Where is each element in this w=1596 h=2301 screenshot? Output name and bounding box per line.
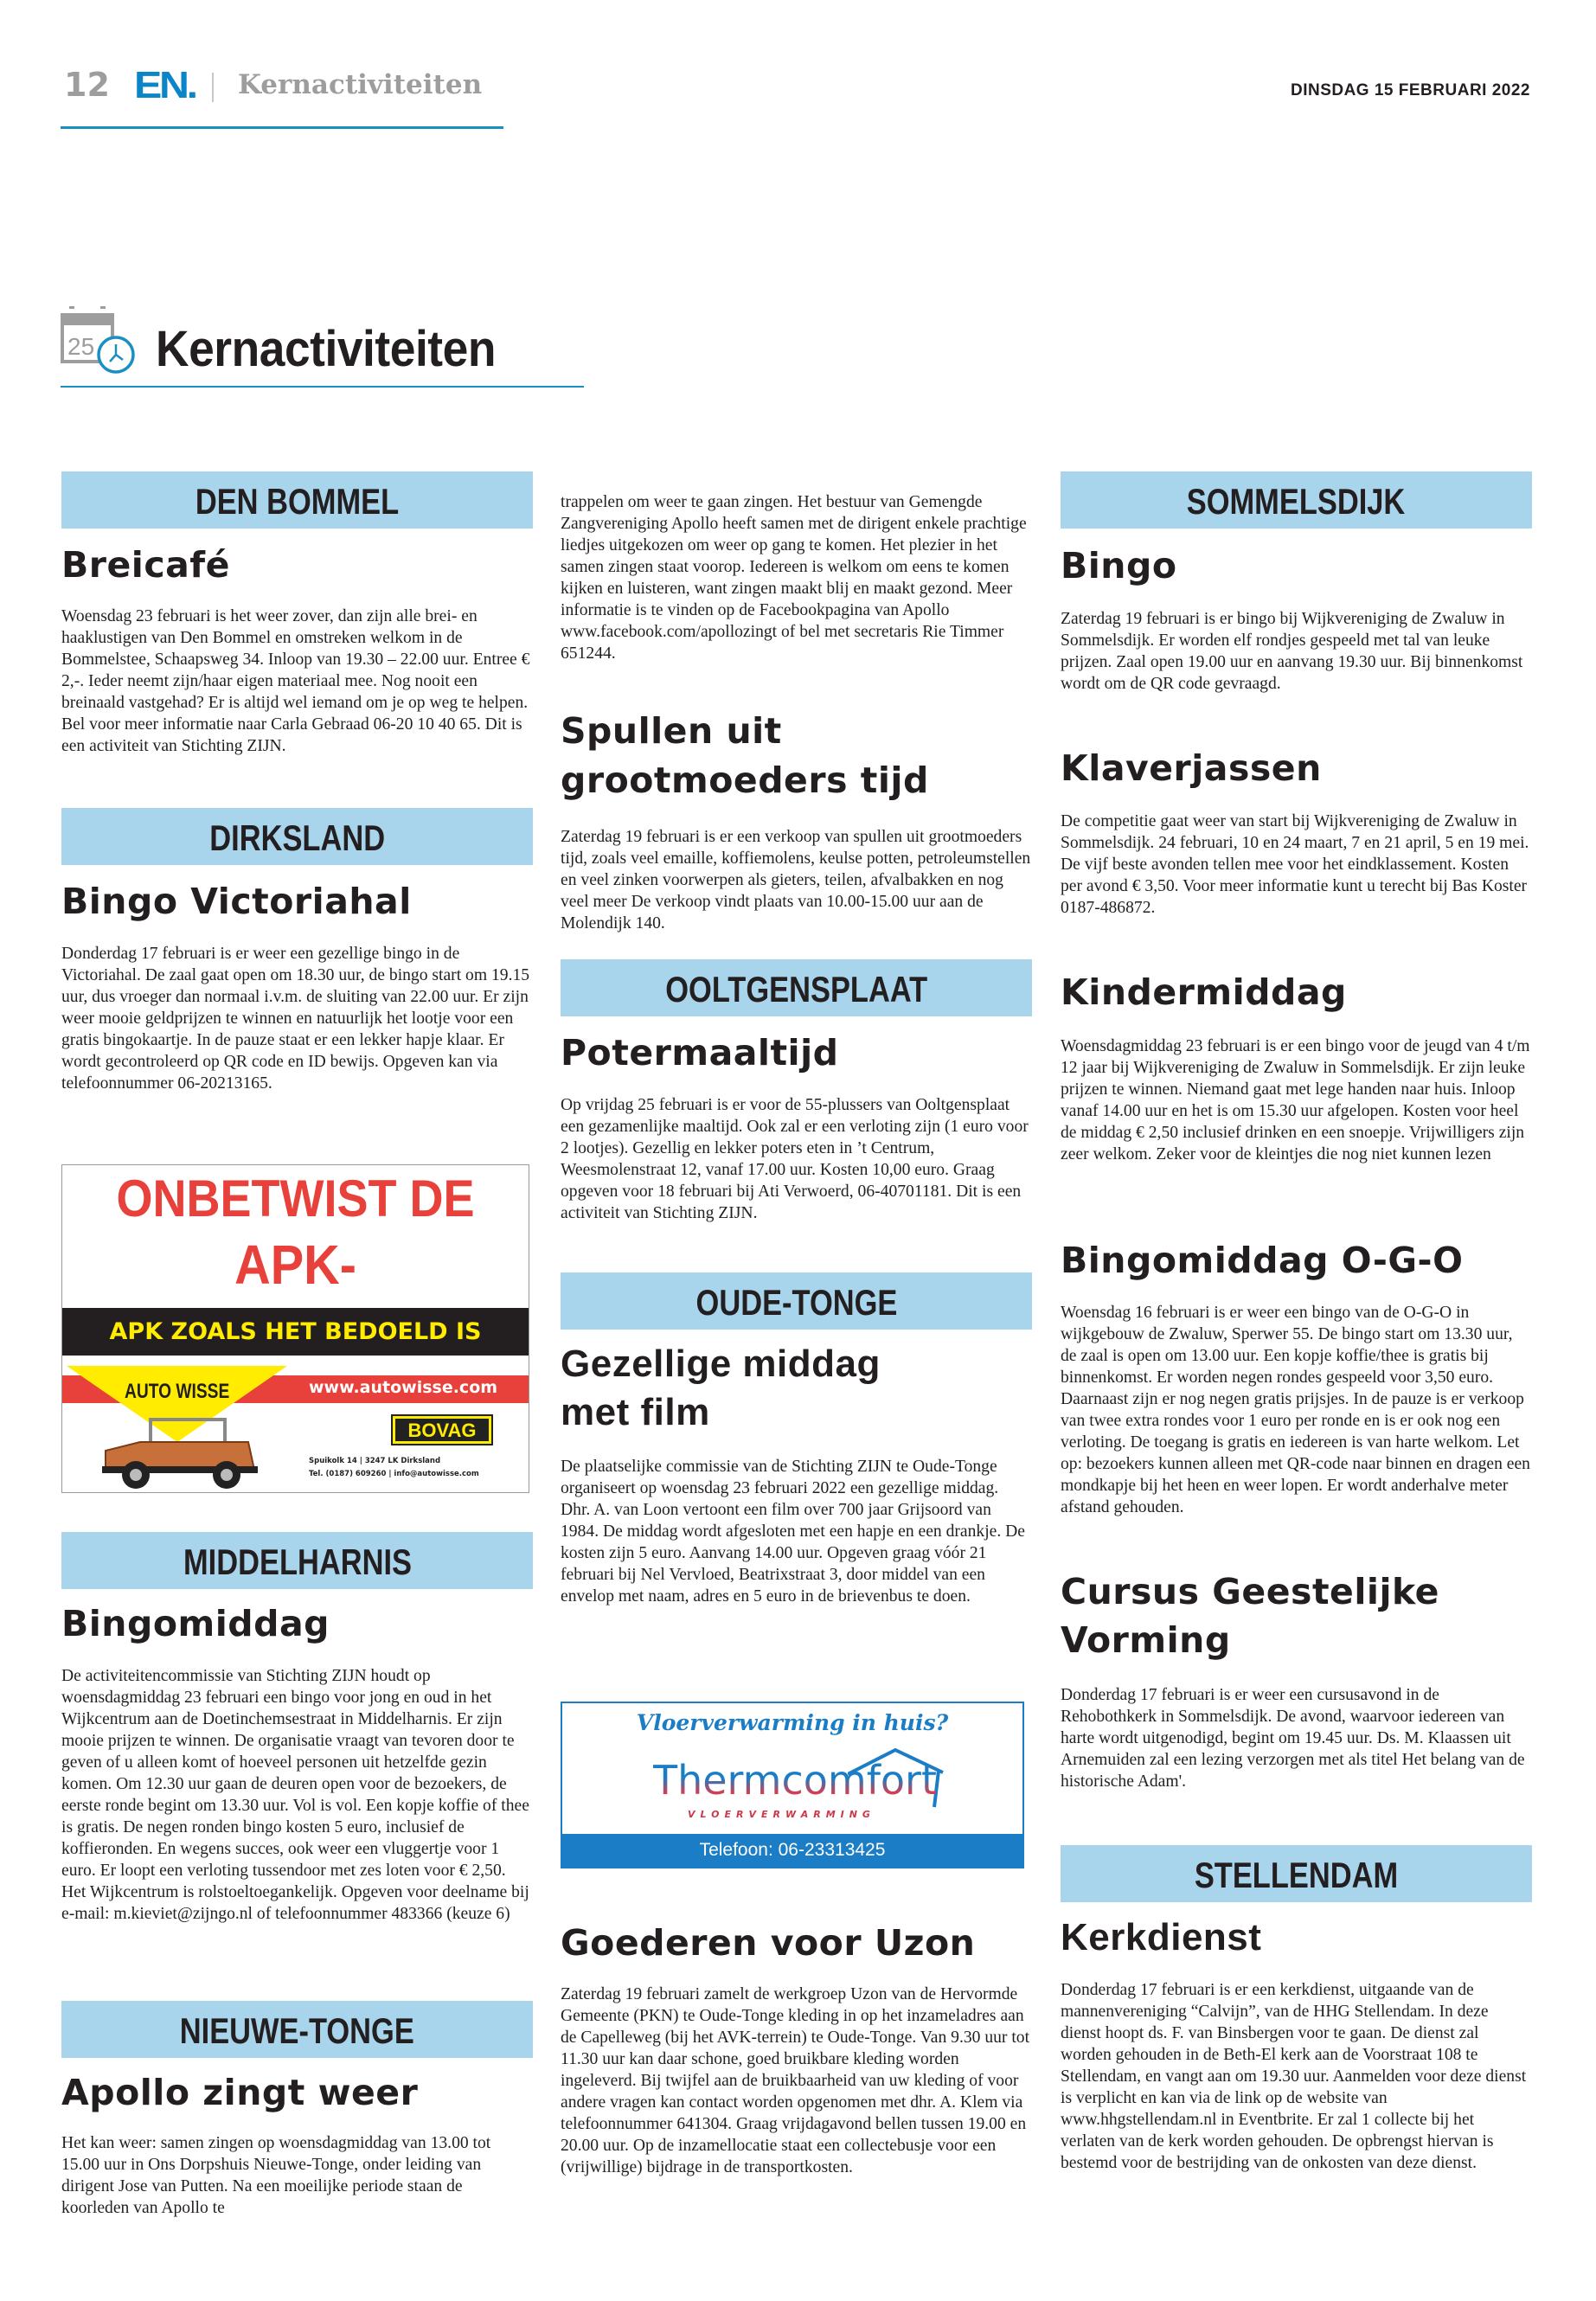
issue-date: DINSDAG 15 FEBRUARI 2022: [1290, 81, 1530, 99]
article-body: Donderdag 17 februari is er een kerkdien…: [1061, 1981, 1527, 2172]
region-bar-middelharnis: MIDDELHARNIS: [61, 1532, 533, 1589]
calendar-clock-icon: 25: [61, 303, 140, 378]
ad-tagline: APK ZOALS HET BEDOELD IS: [62, 1308, 529, 1356]
ad-yellow-triangle: [67, 1366, 287, 1442]
advertisement-thermcomfort[interactable]: Vloerverwarming in huis? Thermcomfort VL…: [561, 1702, 1024, 1868]
column-1: DEN BOMMEL Breicafé Woensdag 23 februari…: [61, 0, 533, 2301]
article-heading: Apollo zingt weer: [61, 2072, 419, 2113]
article-heading: Bingo Victoriahal: [61, 881, 412, 922]
ad-headline: ONBETWIST DE: [116, 1170, 475, 1227]
article-body: Op vrijdag 25 februari is er voor de 55-…: [561, 1096, 1029, 1222]
column-2: trappelen om weer te gaan zingen. Het be…: [561, 0, 1032, 2301]
bovag-badge: BOVAG: [391, 1414, 493, 1445]
ad-brand: AUTO WISSE: [125, 1380, 230, 1403]
ad-question: Vloerverwarming in huis?: [636, 1710, 949, 1735]
ad-brand: Thermcomfort: [653, 1757, 937, 1804]
header-divider: [212, 73, 214, 102]
article-body-continued: trappelen om weer te gaan zingen. Het be…: [561, 493, 1027, 663]
article-heading: Bingomiddag: [61, 1603, 330, 1644]
page-title: Kernactiviteiten: [156, 321, 496, 377]
header-section-name: Kernactiviteiten: [238, 69, 483, 100]
article-body: Zaterdag 19 februari is er een verkoop v…: [561, 828, 1031, 933]
article-body: Het kan weer: samen zingen op woensdagmi…: [61, 2134, 491, 2217]
ad-contact: Tel. (0187) 609260 | info@autowisse.com: [309, 1470, 479, 1478]
article-body: Donderdag 17 februari is er weer een cur…: [1061, 1686, 1525, 1791]
house-roof-icon: [848, 1748, 944, 1808]
article-heading: Cursus Geestelijke Vorming: [1061, 1571, 1439, 1661]
article-heading: Breicafé: [61, 544, 230, 586]
region-bar-sommelsdijk: SOMMELSDIJK: [1061, 471, 1532, 529]
page-number: 12: [64, 66, 110, 104]
column-3: SOMMELSDIJK Bingo Zaterdag 19 februari i…: [1061, 0, 1532, 2301]
region-bar-nieuwe-tonge: NIEUWE-TONGE: [61, 2001, 533, 2058]
newspaper-logo: EN.: [134, 64, 198, 106]
article-body: Woensdagmiddag 23 februari is er een bin…: [1061, 1037, 1530, 1163]
ad-website[interactable]: www.autowisse.com: [309, 1378, 498, 1397]
region-bar-oude-tonge: OUDE-TONGE: [561, 1272, 1032, 1330]
article-body: Zaterdag 19 februari zamelt de werkgroep…: [561, 1985, 1030, 2176]
article-heading: Kindermiddag: [1061, 971, 1347, 1013]
article-heading: Bingomiddag O-G-O: [1061, 1240, 1464, 1281]
article-heading: Bingo: [1061, 545, 1177, 586]
article-body: Zaterdag 19 februari is er bingo bij Wij…: [1061, 610, 1523, 693]
article-heading: Potermaaltijd: [561, 1032, 839, 1074]
ad-address: Spuikolk 14 | 3247 LK Dirksland: [309, 1457, 441, 1465]
title-rule: [61, 386, 584, 388]
jeep-image: [102, 1418, 258, 1489]
article-body: Woensdag 16 februari is er weer een bing…: [1061, 1304, 1530, 1516]
article-body: De plaatselijke commissie van de Stichti…: [561, 1458, 1026, 1606]
ad-subtitle: VLOERVERWARMING: [688, 1809, 875, 1820]
article-heading: Gezellige middag met film: [561, 1343, 881, 1433]
region-bar-dirksland: DIRKSLAND: [61, 808, 533, 865]
article-body: Donderdag 17 februari is er weer een gez…: [61, 945, 530, 1093]
region-bar-den-bommel: DEN BOMMEL: [61, 471, 533, 529]
article-heading: Goederen voor Uzon: [561, 1922, 976, 1964]
region-bar-ooltgensplaat: OOLTGENSPLAAT: [561, 959, 1032, 1016]
article-heading: Kerkdienst: [1061, 1916, 1262, 1958]
advertisement-autowisse[interactable]: ONBETWIST DE APK-SPECIALIST! APK ZOALS H…: [61, 1164, 529, 1493]
calendar-number: 25: [67, 333, 94, 360]
header-rule: [61, 126, 503, 129]
region-bar-stellendam: STELLENDAM: [1061, 1845, 1532, 1902]
article-heading: Spullen uit grootmoeders tijd: [561, 710, 929, 801]
article-heading: Klaverjassen: [1061, 747, 1322, 789]
article-body: De activiteitencommissie van Stichting Z…: [61, 1667, 529, 1923]
article-body: Woensdag 23 februari is het weer zover, …: [61, 607, 530, 755]
ad-phone[interactable]: Telefoon: 06-23313425: [562, 1834, 1022, 1867]
article-body: De competitie gaat weer van start bij Wi…: [1061, 812, 1529, 917]
